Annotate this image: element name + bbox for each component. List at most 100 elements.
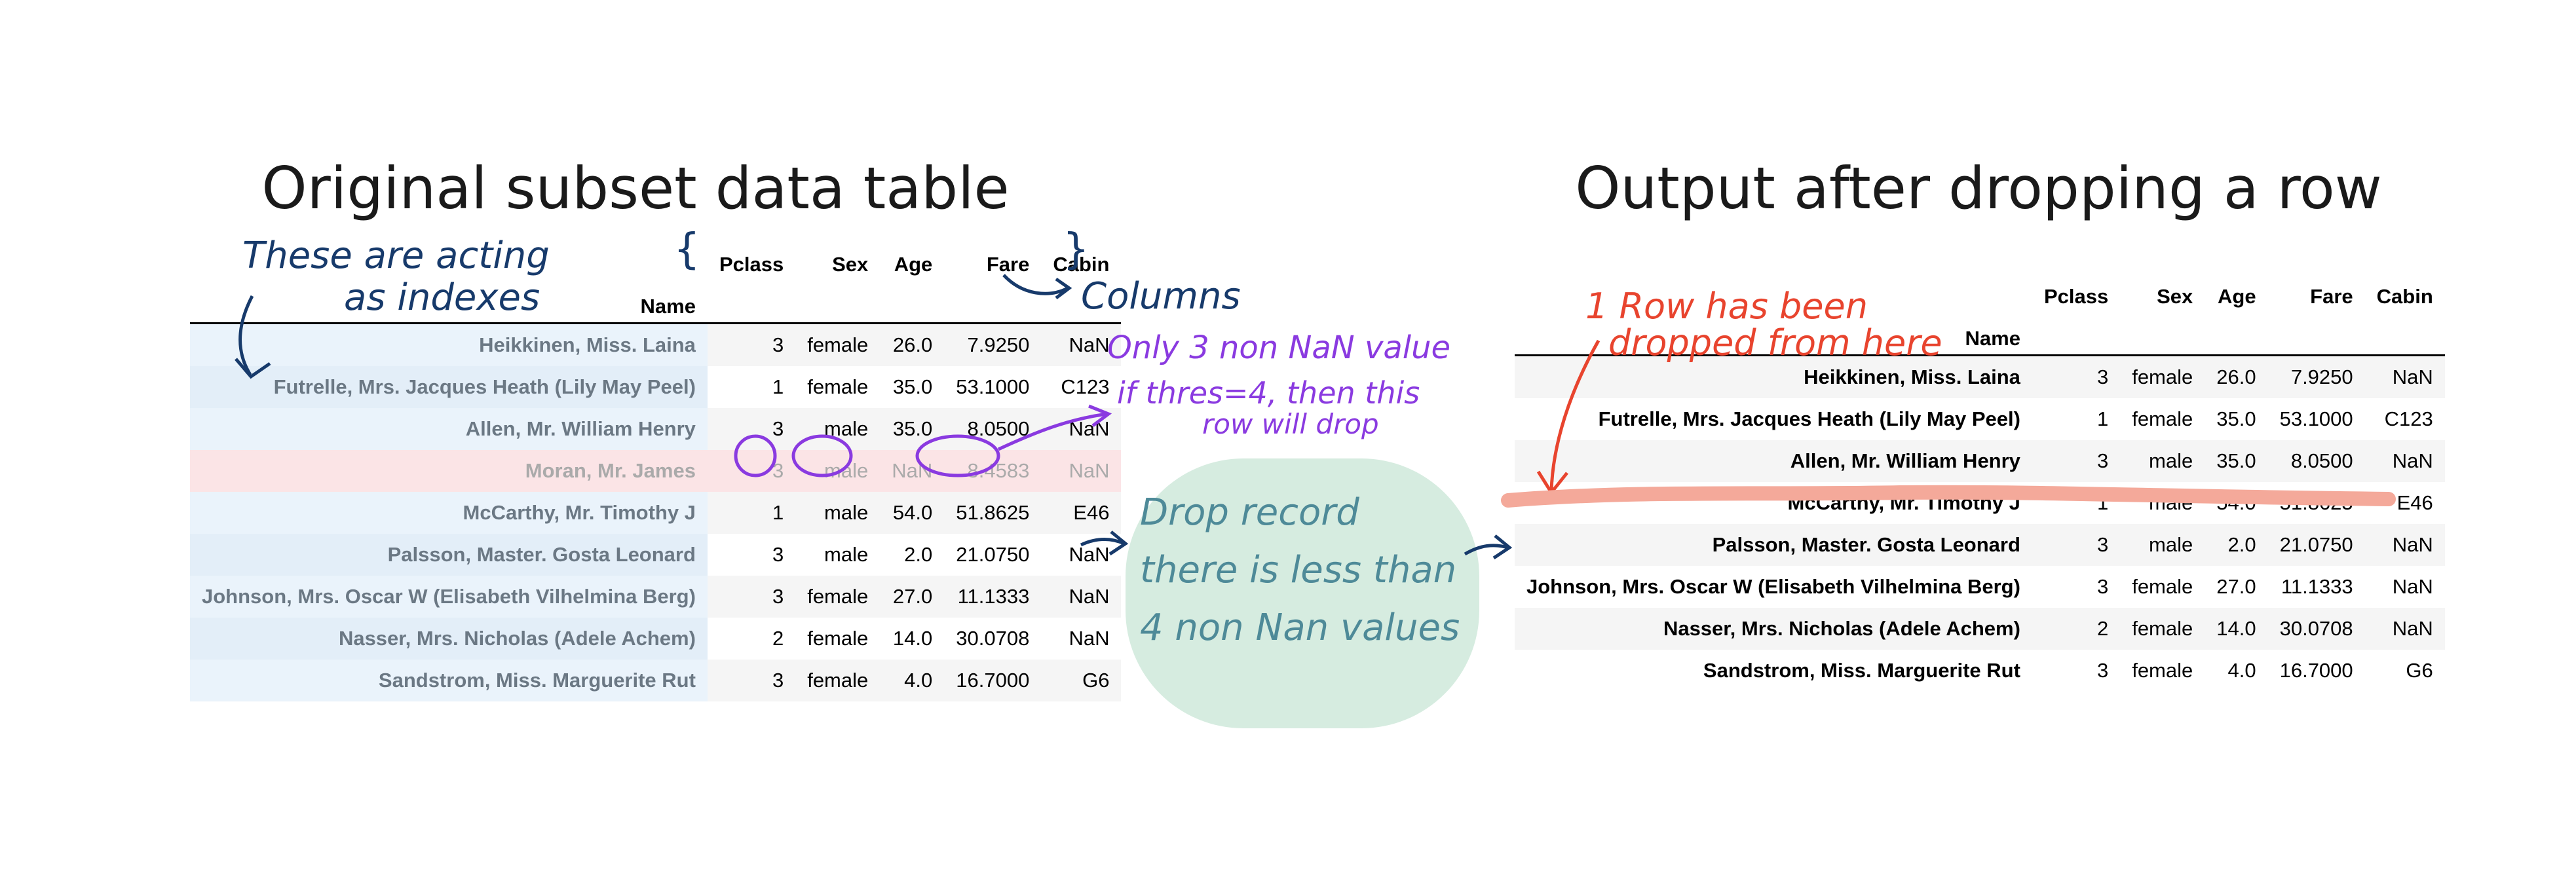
cell-pclass: 3 [2096,449,2109,472]
index-name-header: Name [1515,312,2032,356]
table-row: Palsson, Master. Gosta Leonard 3 male 2.0 21… [190,534,1121,576]
dropped-annotation-line: 1 Row has been [1585,286,1868,327]
drop-rule-text-line: there is less than [1140,549,1457,591]
pclass-value-circle [734,434,777,477]
cell-age: 26.0 [892,333,933,356]
row-index-name: Palsson, Master. Gosta Leonard [190,534,708,576]
row-index-name: Heikkinen, Miss. Laina [190,323,708,366]
left-brace-mark: { [673,225,700,274]
cell-age: 14.0 [2216,617,2256,640]
cell-age: 2.0 [2227,533,2256,556]
index-header-row: Name [1515,312,2445,356]
cell-pclass: 3 [772,333,784,356]
cell-pclass: 3 [2096,365,2109,388]
cell-fare: 8.0500 [967,417,1030,440]
nan-arrowhead [1088,404,1112,427]
cell-sex: female [807,627,869,650]
cell-fare: 51.8625 [956,501,1030,524]
cell-fare: 8.4583 [944,450,1042,492]
cell-fare: 7.9250 [967,333,1030,356]
index-name-header: Name [190,280,708,324]
cell-age: 35.0 [892,375,933,398]
columns-arrow [1002,274,1069,295]
column-header-pclass: Pclass [719,253,784,276]
from-drop-box-arrow [1464,544,1509,556]
cell-cabin: NaN [1069,543,1110,566]
cell-cabin: NaN [2392,533,2433,556]
row-index-name: Sandstrom, Miss. Marguerite Rut [1703,659,2020,682]
cell-fare: 8.0500 [2290,449,2353,472]
cell-fare: 30.0708 [956,627,1030,650]
cell-age: 14.0 [892,627,933,650]
cell-sex: female [2132,617,2193,640]
nan-annotation-line: if thres=4, then this [1117,375,1420,411]
cell-cabin: NaN [2392,617,2433,640]
cell-sex: female [2132,659,2193,682]
row-index-name: Nasser, Mrs. Nicholas (Adele Achem) [1663,617,2020,640]
table-row: Sandstrom, Miss. Marguerite Rut 3 female 4.… [190,660,1122,701]
cell-cabin: G6 [1082,669,1110,692]
fare-value-circle [915,434,1000,477]
cell-pclass: 3 [772,669,784,692]
cell-cabin: NaN [1069,627,1110,650]
table-row: Nasser, Mrs. Nicholas (Adele Achem) 2 fema… [1515,608,2445,650]
column-header-sex: Sex [832,253,869,276]
to-drop-box-arrow [1080,538,1126,547]
columns-arrowhead [1055,277,1072,299]
drop-rule-text-line: 4 non Nan values [1140,606,1460,649]
cell-sex: female [807,585,869,608]
cell-age: 2.0 [904,543,933,566]
column-header-fare: Fare [2310,285,2353,308]
cell-fare: 53.1000 [956,375,1030,398]
table-row: Johnson, Mrs. Oscar W (Elisabeth Vilhelm… [190,576,1122,618]
cell-pclass: 3 [772,543,784,566]
cell-pclass: 3 [2096,533,2109,556]
table-row: Heikkinen, Miss. Laina 3 female 26.0 7.9250 N… [1515,355,2445,398]
cell-age: 35.0 [892,417,933,440]
cell-pclass: 1 [772,501,784,524]
cell-sex: female [2132,407,2193,430]
cell-fare: 21.0750 [2279,533,2353,556]
dropped-row-strike-line [1501,485,2396,508]
nan-annotation-line: Only 3 non NaN value [1107,329,1451,366]
dropped-arrow [1549,339,1601,492]
cell-fare: 21.0750 [956,543,1030,566]
cell-fare: 30.0708 [2279,617,2353,640]
table-row: McCarthy, Mr. Timothy J 1 male 54.0 51.8625 E… [190,492,1122,534]
cell-sex: male [824,501,869,524]
cell-pclass: 3 [772,585,784,608]
table-row: Futrelle, Mrs. Jacques Heath (Lily May P… [1515,398,2445,440]
cell-fare: 53.1000 [2279,407,2353,430]
output-data-table: Pclass Sex Age Fare Cabin Name Heikkinen… [1515,265,2445,692]
row-index-name: Johnson, Mrs. Oscar W (Elisabeth Vilhelm… [190,576,708,618]
table-row: Moran, Mr. James 3 male NaN 8.4583 NaN [190,450,1122,492]
row-index-name: Allen, Mr. William Henry [190,408,708,450]
row-index-name: Nasser, Mrs. Nicholas (Adele Achem) [190,618,708,660]
cell-cabin: NaN [2392,449,2433,472]
cell-fare: 16.7000 [956,669,1030,692]
table-row: Sandstrom, Miss. Marguerite Rut 3 female 4.… [1515,650,2445,692]
cell-pclass: 3 [2096,659,2109,682]
cell-pclass: 3 [772,417,784,440]
cell-age: 26.0 [2216,365,2256,388]
dropped-annotation-line: dropped from here [1608,322,1942,363]
cell-age: 54.0 [892,501,933,524]
table-row: Palsson, Master. Gosta Leonard 3 male 2.0 21… [1515,524,2445,566]
cell-pclass: 1 [2096,407,2109,430]
cell-cabin: NaN [2392,365,2433,388]
cell-age: 4.0 [2227,659,2256,682]
table-row: Heikkinen, Miss. Laina 3 female 26.0 7.9250 N… [190,323,1122,366]
table-row: Nasser, Mrs. Nicholas (Adele Achem) 2 fema… [190,618,1121,660]
row-index-name: Allen, Mr. William Henry [1790,449,2020,472]
cell-cabin: C123 [1061,375,1110,398]
index-header-row: Name [190,280,1122,324]
cell-cabin: G6 [2406,659,2433,682]
cell-fare: 7.9250 [2290,365,2353,388]
cell-cabin: NaN [1041,450,1122,492]
cell-sex: female [2132,575,2193,598]
row-index-name: Johnson, Mrs. Oscar W (Elisabeth Vilhelm… [1526,575,2020,598]
cell-fare: 16.7000 [2279,659,2353,682]
row-index-name: Futrelle, Mrs. Jacques Heath (Lily May P… [1598,407,2020,430]
cell-pclass: 2 [2096,617,2109,640]
